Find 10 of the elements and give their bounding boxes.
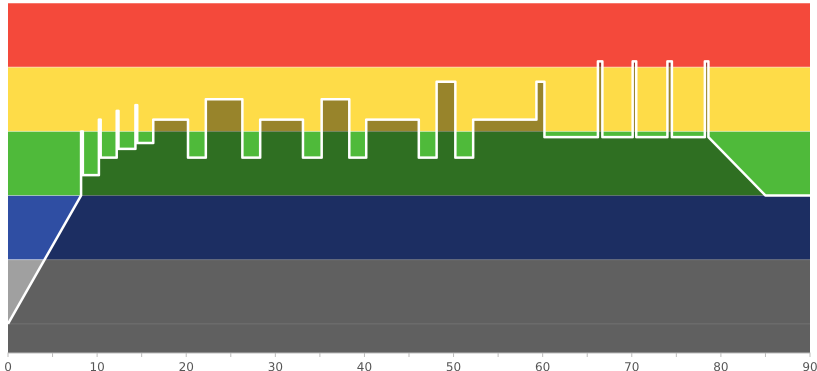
- x-tick-label: 10: [89, 360, 105, 371]
- x-tick-label: 40: [356, 360, 372, 371]
- x-tick-label: 70: [624, 360, 640, 371]
- x-tick-label: 20: [178, 360, 194, 371]
- x-tick-label: 30: [268, 360, 283, 371]
- x-tick-label: 80: [713, 360, 729, 371]
- x-tick-label: 90: [802, 360, 817, 371]
- x-tick-label: 0: [4, 360, 12, 371]
- x-tick-label: 50: [446, 360, 462, 371]
- x-tick-label: 60: [535, 360, 550, 371]
